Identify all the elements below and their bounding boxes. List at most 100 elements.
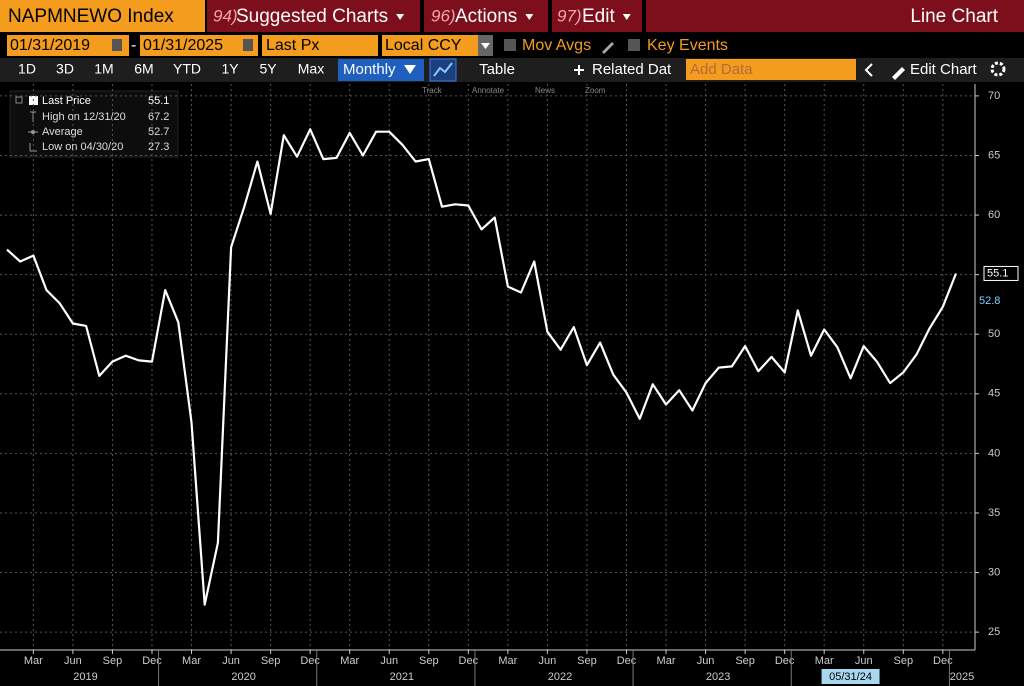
period-button[interactable]: 3D bbox=[56, 61, 74, 77]
x-tick-label: Jun bbox=[222, 655, 240, 667]
calendar-icon[interactable] bbox=[243, 39, 253, 51]
x-tick-label: Jun bbox=[64, 655, 82, 667]
legend-label: High on 12/31/20 bbox=[42, 111, 126, 123]
separator bbox=[548, 0, 552, 32]
chart-icon bbox=[433, 62, 453, 77]
x-tick-label: Sep bbox=[261, 655, 281, 667]
end-date[interactable]: 01/31/2025 bbox=[143, 37, 223, 54]
chart-tool[interactable]: News bbox=[535, 86, 555, 95]
option[interactable]: Mov Avgs bbox=[522, 37, 591, 54]
caret bbox=[481, 43, 490, 49]
plus-icon[interactable] bbox=[574, 65, 584, 75]
date-separator: - bbox=[131, 37, 136, 54]
x-tick-label: Dec bbox=[617, 655, 637, 667]
x-tick-label: Sep bbox=[419, 655, 439, 667]
y-tick-label: 50 bbox=[988, 328, 1000, 340]
menu-number[interactable]: 96) bbox=[431, 6, 456, 25]
x-tick-label: Dec bbox=[775, 655, 795, 667]
x-tick-label: Sep bbox=[103, 655, 123, 667]
settings-icon[interactable] bbox=[990, 61, 1006, 77]
checkbox[interactable] bbox=[504, 39, 516, 51]
view-label: Line Chart bbox=[910, 6, 998, 27]
legend-value: 52.7 bbox=[148, 126, 169, 138]
option[interactable]: Key Events bbox=[647, 37, 728, 54]
edit-icon[interactable] bbox=[892, 67, 905, 80]
menu-number[interactable]: 97) bbox=[557, 6, 582, 25]
period-button[interactable]: 6M bbox=[134, 61, 153, 77]
legend-label: Last Price bbox=[42, 95, 91, 107]
crosshair-date-box bbox=[821, 669, 880, 684]
menu-label[interactable]: Actions bbox=[455, 6, 517, 27]
x-tick-label: Dec bbox=[933, 655, 953, 667]
caret bbox=[396, 14, 405, 20]
chart-tool[interactable]: Annotate bbox=[472, 86, 505, 95]
legend-value: 55.1 bbox=[148, 95, 169, 107]
ticker[interactable]: NAPMNEWO Index bbox=[8, 6, 174, 27]
period-button[interactable]: Max bbox=[298, 61, 324, 77]
x-tick-label: Sep bbox=[577, 655, 597, 667]
menu-label[interactable]: Suggested Charts bbox=[236, 6, 388, 27]
year-label: 2022 bbox=[548, 671, 572, 683]
add-data[interactable]: Add Data bbox=[690, 61, 753, 78]
period-button[interactable]: 1M bbox=[94, 61, 113, 77]
frequency[interactable]: Monthly bbox=[343, 61, 396, 78]
checkbox[interactable] bbox=[628, 39, 640, 51]
x-tick-label: Dec bbox=[300, 655, 320, 667]
legend-toggle[interactable] bbox=[15, 96, 23, 104]
x-tick-label: Jun bbox=[539, 655, 557, 667]
chart-tool[interactable]: Track bbox=[422, 86, 443, 95]
start-date-box[interactable] bbox=[7, 35, 129, 56]
menu-label[interactable]: Edit bbox=[582, 6, 615, 27]
caret bbox=[525, 14, 534, 20]
separator bbox=[642, 0, 646, 32]
field-box[interactable] bbox=[262, 35, 378, 56]
crosshair-value-box bbox=[976, 293, 1024, 308]
edit-icon[interactable] bbox=[602, 42, 614, 54]
y-tick-label: 60 bbox=[988, 209, 1000, 221]
x-tick-label: Jun bbox=[855, 655, 873, 667]
x-tick-label: Mar bbox=[657, 655, 676, 667]
year-label: 2025 bbox=[950, 671, 974, 683]
separator bbox=[420, 0, 424, 32]
legend-label: Average bbox=[42, 126, 83, 138]
legend-value: 27.3 bbox=[148, 141, 169, 153]
currency[interactable]: Local CCY bbox=[385, 37, 462, 54]
table-button[interactable]: Table bbox=[479, 61, 515, 78]
period-button[interactable]: 5Y bbox=[259, 61, 277, 77]
crosshair-date-label: 05/31/24 bbox=[829, 671, 872, 683]
last-value-label: 55.1 bbox=[987, 267, 1008, 279]
y-tick-label: 30 bbox=[988, 566, 1000, 578]
x-tick-label: Sep bbox=[735, 655, 755, 667]
y-tick-label: 65 bbox=[988, 149, 1000, 161]
field[interactable]: Last Px bbox=[266, 37, 319, 54]
x-tick-label: Dec bbox=[142, 655, 162, 667]
legend-value: 67.2 bbox=[148, 111, 169, 123]
legend-glyph bbox=[29, 111, 37, 152]
edit-chart[interactable]: Edit Chart bbox=[910, 61, 978, 78]
calendar-icon[interactable] bbox=[112, 39, 122, 51]
ticker-box[interactable] bbox=[0, 0, 205, 32]
period-button[interactable]: 1Y bbox=[221, 61, 239, 77]
year-label: 2019 bbox=[73, 671, 97, 683]
x-tick-label: Mar bbox=[498, 655, 517, 667]
related-data[interactable]: Related Dat bbox=[592, 61, 672, 78]
chart-tool[interactable]: Zoom bbox=[585, 86, 606, 95]
x-tick-label: Mar bbox=[182, 655, 201, 667]
end-date-box[interactable] bbox=[140, 35, 258, 56]
x-tick-label: Sep bbox=[893, 655, 913, 667]
period-button[interactable]: 1D bbox=[18, 61, 36, 77]
period-button[interactable]: YTD bbox=[173, 61, 201, 77]
x-tick-label: Dec bbox=[459, 655, 479, 667]
frequency-button[interactable] bbox=[338, 59, 424, 81]
menu-number[interactable]: 94) bbox=[213, 6, 238, 25]
x-tick-label: Mar bbox=[24, 655, 43, 667]
price-line bbox=[6, 128, 958, 606]
y-tick-label: 35 bbox=[988, 507, 1000, 519]
add-data-box[interactable] bbox=[686, 59, 856, 80]
start-date[interactable]: 01/31/2019 bbox=[10, 37, 90, 54]
crosshair-value-label: 52.8 bbox=[979, 295, 1000, 307]
collapse-icon[interactable] bbox=[864, 63, 873, 77]
currency-box[interactable] bbox=[382, 35, 478, 56]
x-tick-label: Jun bbox=[697, 655, 715, 667]
